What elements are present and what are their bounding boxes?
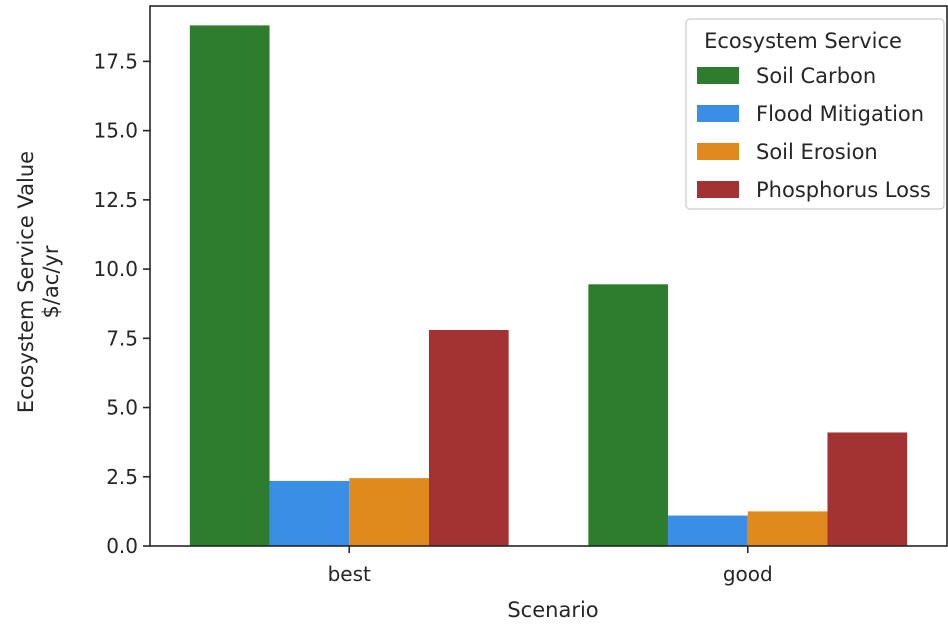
bar-phosphorus-loss-good bbox=[827, 432, 908, 546]
y-tick-label: 15.0 bbox=[93, 119, 138, 143]
y-axis-title-line-2: $/ac/yr bbox=[39, 245, 63, 318]
y-tick-label: 5.0 bbox=[106, 396, 138, 420]
x-tick-label: good bbox=[723, 562, 773, 586]
bar-flood-mitigation-good bbox=[668, 515, 748, 546]
legend-swatch bbox=[697, 143, 739, 160]
bar-soil-carbon-good bbox=[588, 284, 669, 546]
y-tick-label: 2.5 bbox=[106, 465, 138, 489]
legend-label: Soil Erosion bbox=[756, 140, 878, 164]
legend-swatch bbox=[697, 67, 739, 84]
legend-label: Flood Mitigation bbox=[756, 102, 924, 126]
legend-label: Soil Carbon bbox=[756, 64, 876, 88]
bar-soil-erosion-best bbox=[349, 478, 429, 546]
legend: Ecosystem Service Soil Carbon Flood Mitig… bbox=[685, 18, 945, 210]
x-axis-title: Scenario bbox=[507, 598, 598, 622]
legend-swatch bbox=[697, 105, 739, 122]
bar-phosphorus-loss-best bbox=[428, 330, 509, 546]
legend-label: Phosphorus Loss bbox=[756, 178, 931, 202]
bar-soil-erosion-good bbox=[747, 511, 828, 546]
y-tick-label: 17.5 bbox=[93, 49, 138, 73]
y-tick-label: 0.0 bbox=[106, 534, 138, 558]
y-axis-title-line-1: Ecosystem Service Value bbox=[14, 151, 38, 413]
bar-flood-mitigation-best bbox=[269, 480, 350, 546]
legend-swatch bbox=[697, 181, 739, 198]
legend-box bbox=[685, 18, 945, 210]
y-axis-ticks: 0.0 2.5 5.0 7.5 10.0 12.5 15.0 17.5 bbox=[93, 49, 150, 558]
x-tick-label: best bbox=[328, 562, 371, 586]
y-tick-label: 10.0 bbox=[93, 257, 138, 281]
legend-items: Soil Carbon Flood Mitigation Soil Erosion P… bbox=[697, 64, 931, 202]
bar-soil-carbon-best bbox=[189, 25, 270, 546]
y-tick-label: 12.5 bbox=[93, 188, 138, 212]
y-tick-label: 7.5 bbox=[106, 326, 138, 350]
legend-title: Ecosystem Service bbox=[704, 29, 902, 53]
plot-frame bbox=[149, 5, 948, 547]
x-axis-ticks: best good bbox=[328, 546, 773, 586]
bars-group bbox=[189, 25, 908, 546]
